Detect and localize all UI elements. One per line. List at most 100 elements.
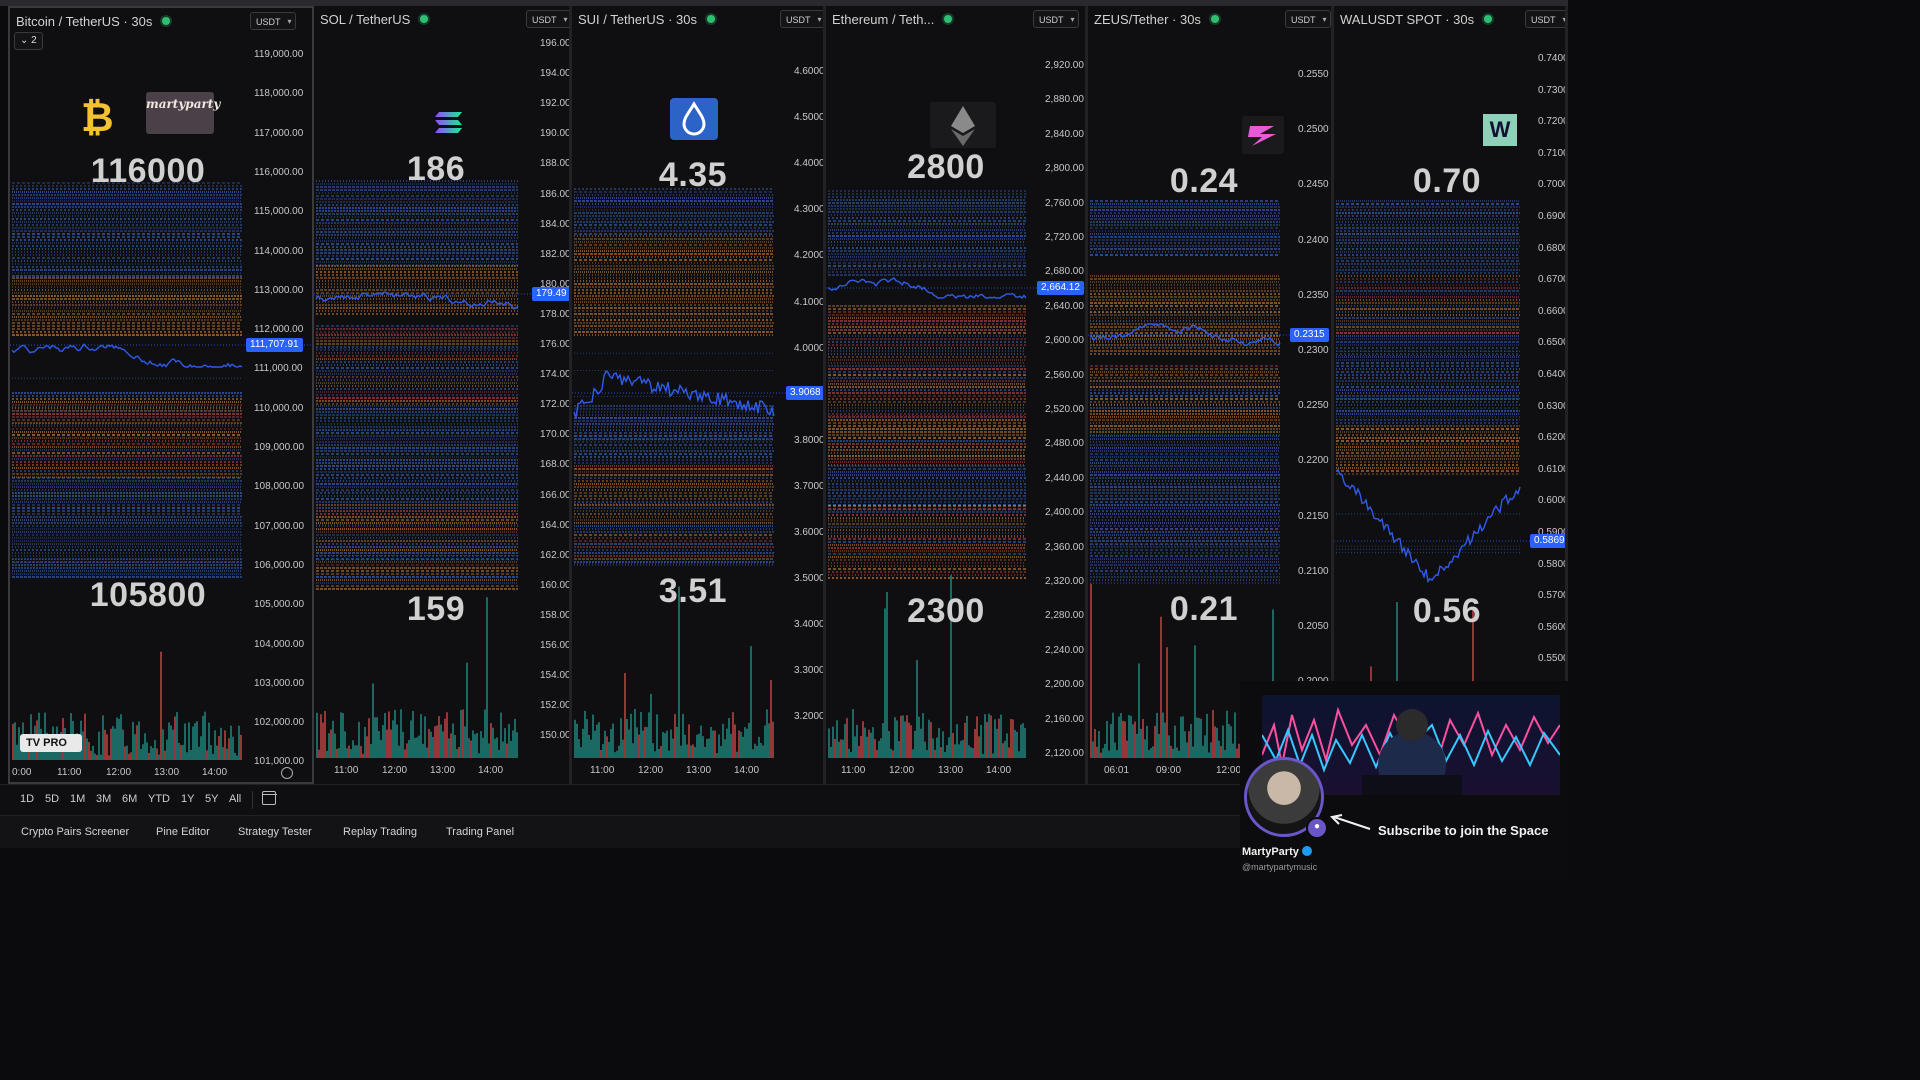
range-1m[interactable]: 1M	[70, 793, 86, 805]
chart-panel-4[interactable]: Ethereum / Teth... USDT 2,920.00 2,880.00 2,…	[826, 6, 1088, 784]
tab-strategy-tester[interactable]: Strategy Tester	[238, 826, 312, 838]
symbol-header[interactable]: Bitcoin / TetherUS · 30s	[16, 14, 171, 29]
price-axis-tick: 2,160.00	[1045, 713, 1084, 725]
price-axis-tick: 0.6300	[1538, 400, 1568, 412]
last-price-tag: 2,664.12	[1037, 281, 1084, 295]
calendar-icon[interactable]	[261, 791, 277, 805]
price-axis-tick: 2,680.00	[1045, 266, 1084, 278]
currency-select[interactable]: USDT	[780, 10, 823, 29]
tab-crypto-pairs-screener[interactable]: Crypto Pairs Screener	[21, 826, 130, 838]
price-axis-tick: 0.6800	[1538, 242, 1568, 254]
range-ytd[interactable]: YTD	[148, 793, 170, 805]
chart-plot[interactable]	[10, 8, 314, 784]
last-price-tag: 179.49	[532, 287, 569, 301]
symbol-header[interactable]: SUI / TetherUS · 30s	[578, 12, 715, 27]
subscribe-cta[interactable]: Subscribe to join the Space	[1378, 823, 1549, 838]
timezone-clock-icon[interactable]	[281, 767, 293, 779]
chart-panel-3[interactable]: SUI / TetherUS · 30s USDT 4.6000 4.5000 4.40…	[572, 6, 826, 784]
price-axis-tick: 3.5000	[794, 573, 825, 585]
price-axis-tick: 0.2350	[1298, 289, 1329, 301]
tab-replay-trading[interactable]: Replay Trading	[343, 826, 417, 838]
price-axis-tick: 0.6600	[1538, 305, 1568, 317]
resistance-label: 186	[406, 150, 466, 188]
price-axis-tick: 2,200.00	[1045, 679, 1084, 691]
support-label: 3.51	[658, 572, 728, 610]
time-axis-tick: 13:00	[430, 765, 456, 776]
symbol-header[interactable]: SOL / TetherUS	[320, 12, 429, 27]
price-axis-tick: 4.2000	[794, 250, 825, 262]
price-axis-tick: 0.7300	[1538, 84, 1568, 96]
symbol-title: SUI / TetherUS · 30s	[578, 12, 697, 27]
support-label: 2300	[907, 592, 985, 630]
price-line	[11, 343, 243, 368]
chart-panel-2[interactable]: SOL / TetherUS USDT 196.00 194.00 192.00 190.…	[314, 6, 572, 784]
chart-plot[interactable]	[314, 6, 572, 784]
range-1y[interactable]: 1Y	[181, 793, 195, 805]
ethereum-logo-icon	[930, 102, 996, 148]
price-axis-tick: 115,000.00	[254, 206, 304, 218]
price-axis-tick: 162.00	[540, 549, 571, 561]
price-axis-tick: 4.3000	[794, 204, 825, 216]
price-axis-tick: 196.00	[540, 38, 571, 49]
chart-plot[interactable]	[1088, 6, 1334, 784]
price-axis-tick: 180.00	[540, 278, 571, 290]
range-all[interactable]: All	[229, 793, 242, 805]
price-axis-tick: 116,000.00	[254, 166, 304, 178]
chart-panel-6[interactable]: WALUSDT SPOT · 30s USDT 0.7400 0.7300 0.7200…	[1334, 6, 1568, 784]
price-axis-tick: 112,000.00	[254, 324, 304, 336]
price-line	[315, 291, 519, 310]
price-axis-tick: 176.00	[540, 339, 571, 350]
range-5y[interactable]: 5Y	[205, 793, 219, 805]
price-line	[573, 370, 775, 418]
price-axis-tick: 110,000.00	[254, 402, 304, 414]
time-axis-tick: 13:00	[154, 767, 180, 778]
price-line	[827, 277, 1027, 300]
symbol-header[interactable]: WALUSDT SPOT · 30s	[1340, 12, 1493, 27]
range-3m[interactable]: 3M	[96, 793, 112, 805]
support-label: 159	[406, 590, 466, 628]
price-axis-tick: 3.4000	[794, 619, 825, 631]
indicator-collapse-badge[interactable]: ⌄ 2	[14, 32, 43, 50]
price-axis-tick: 0.2050	[1298, 621, 1329, 632]
price-axis-tick: 104,000.00	[254, 638, 305, 650]
live-status-icon	[706, 15, 715, 23]
price-axis-tick: 3.7000	[794, 480, 825, 492]
price-axis-tick: 150.00	[540, 730, 571, 742]
chart-panel-5[interactable]: ZEUS/Tether · 30s USDT 0.2550 0.2500 0.2450 0…	[1088, 6, 1334, 784]
range-1d[interactable]: 1D	[20, 793, 35, 805]
price-axis-tick: 0.7000	[1538, 179, 1568, 191]
tab-pine-editor[interactable]: Pine Editor	[156, 826, 210, 838]
username[interactable]: MartyParty	[1242, 846, 1312, 858]
price-axis-tick: 107,000.00	[254, 520, 305, 532]
price-axis-tick: 0.7400	[1538, 53, 1568, 64]
price-axis-tick: 190.00	[540, 128, 571, 140]
stream-overlay: ● Subscribe to join the Space MartyParty…	[1240, 681, 1568, 882]
price-axis-tick: 2,720.00	[1045, 232, 1084, 243]
price-axis-tick: 105,000.00	[254, 599, 305, 611]
chart-plot[interactable]	[1334, 6, 1568, 784]
chart-plot[interactable]	[826, 6, 1088, 784]
support-label: 0.21	[1169, 590, 1239, 628]
currency-select[interactable]: USDT	[250, 12, 296, 31]
tab-trading-panel[interactable]: Trading Panel	[446, 826, 515, 838]
verified-icon	[1301, 846, 1312, 856]
price-axis-tick: 166.00	[540, 489, 571, 501]
price-axis-tick: 118,000.00	[254, 88, 304, 100]
symbol-header[interactable]: ZEUS/Tether · 30s	[1094, 12, 1219, 27]
currency-select[interactable]: USDT	[1033, 10, 1079, 29]
range-5d[interactable]: 5D	[45, 793, 60, 805]
symbol-title: Bitcoin / TetherUS · 30s	[16, 14, 153, 29]
price-axis-tick: 4.0000	[794, 342, 825, 354]
price-axis-tick: 111,000.00	[254, 363, 303, 375]
price-axis-tick: 3.8000	[794, 434, 825, 446]
symbol-header[interactable]: Ethereum / Teth...	[832, 12, 953, 27]
sui-logo-icon	[670, 98, 718, 140]
currency-select[interactable]: USDT	[1285, 10, 1331, 29]
currency-select[interactable]: USDT	[526, 10, 569, 29]
username-text: MartyParty	[1242, 846, 1299, 858]
currency-select[interactable]: USDT	[1525, 10, 1565, 29]
range-6m[interactable]: 6M	[122, 793, 138, 805]
chart-plot[interactable]	[572, 6, 826, 784]
price-axis-tick: 0.2400	[1298, 234, 1329, 246]
chart-panel-1[interactable]: Bitcoin / TetherUS · 30s USDT ⌄ 2 119,000.0…	[8, 6, 314, 784]
